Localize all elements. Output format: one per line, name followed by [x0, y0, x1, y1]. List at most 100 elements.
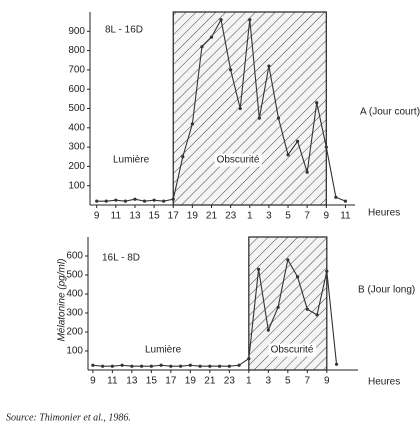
data-point	[295, 139, 300, 143]
y-tick-label: 700	[68, 65, 85, 76]
dark-label: Obscurité	[271, 345, 314, 356]
data-point	[276, 305, 280, 309]
data-point	[149, 364, 153, 368]
x-tick-label: 9	[324, 211, 330, 222]
data-point	[188, 363, 192, 367]
x-tick-label: 11	[107, 376, 118, 387]
data-point	[190, 122, 194, 126]
x-tick-label: 19	[187, 211, 199, 222]
data-point	[142, 199, 147, 203]
y-tick-label: 200	[68, 161, 85, 172]
data-point	[286, 153, 290, 157]
y-tick-label: 100	[68, 180, 85, 191]
data-line	[92, 258, 338, 367]
data-point	[334, 195, 338, 199]
x-tick-label: 5	[285, 376, 291, 387]
x-tick-label: 15	[146, 376, 158, 387]
data-point	[130, 364, 134, 368]
x-tick-label: 21	[204, 376, 216, 387]
source-note: Source: Thimonier et al., 1986.	[6, 412, 131, 423]
y-tick-label: 500	[66, 270, 83, 281]
data-point	[305, 307, 309, 311]
data-point	[101, 364, 105, 368]
period-label: 8L - 16D	[105, 25, 143, 36]
data-point	[248, 18, 252, 22]
data-point	[276, 116, 281, 120]
data-point	[315, 313, 319, 317]
x-axis-label: Heures	[368, 208, 400, 219]
x-tick-label: 1	[246, 376, 252, 387]
dark-label: Obscurité	[217, 155, 260, 166]
data-point	[266, 328, 270, 332]
y-tick-label: 600	[66, 251, 83, 262]
data-point	[219, 18, 223, 22]
data-point	[257, 116, 261, 120]
x-tick-label: 15	[149, 211, 161, 222]
data-point	[305, 170, 309, 174]
panel-label: A (Jour court)	[360, 107, 420, 118]
data-point	[120, 363, 124, 367]
y-tick-label: 100	[66, 346, 83, 357]
y-tick-label: 900	[68, 26, 85, 37]
x-tick-label: 19	[185, 376, 197, 387]
y-tick-label: 600	[68, 84, 85, 95]
light-label: Lumière	[113, 155, 150, 166]
x-tick-label: 13	[129, 211, 141, 222]
label-background	[268, 343, 316, 357]
panel-label: B (Jour long)	[358, 285, 415, 296]
data-point	[267, 64, 271, 68]
x-tick-label: 9	[90, 376, 96, 387]
data-point	[295, 275, 300, 279]
x-tick-label: 3	[266, 376, 272, 387]
data-point	[315, 101, 319, 105]
data-point	[238, 106, 242, 111]
y-tick-label: 800	[68, 45, 85, 56]
data-point	[104, 199, 108, 203]
y-axis-label: Mélatonine (pg/ml)	[57, 259, 68, 342]
data-point	[237, 363, 241, 367]
data-point	[114, 198, 118, 202]
data-point	[200, 45, 204, 49]
x-tick-label: 13	[126, 376, 138, 387]
data-point	[169, 364, 173, 368]
data-point	[91, 363, 95, 367]
data-point	[247, 357, 251, 361]
y-tick-label: 400	[68, 122, 85, 133]
data-point	[286, 258, 290, 262]
data-point	[325, 269, 329, 273]
x-tick-label: 1	[247, 211, 253, 222]
data-point	[133, 197, 137, 201]
data-point	[140, 364, 144, 368]
data-point	[123, 199, 127, 203]
data-point	[171, 197, 175, 201]
data-point	[209, 35, 214, 39]
x-tick-label: 17	[168, 211, 180, 222]
period-label: 16L - 8D	[102, 253, 140, 264]
data-point	[152, 198, 156, 202]
data-point	[95, 199, 99, 203]
data-point	[324, 145, 328, 149]
data-point	[159, 363, 163, 367]
y-tick-label: 200	[66, 327, 83, 338]
y-tick-label: 300	[68, 142, 85, 153]
x-tick-label: 9	[324, 376, 330, 387]
data-point	[110, 364, 114, 368]
data-point	[208, 364, 212, 368]
y-tick-label: 400	[66, 289, 83, 300]
x-tick-label: 3	[266, 211, 272, 222]
x-tick-label: 23	[225, 211, 237, 222]
data-point	[181, 155, 185, 159]
data-point	[227, 364, 231, 368]
data-point	[162, 199, 166, 203]
data-point	[178, 364, 183, 368]
data-point	[343, 199, 348, 203]
data-point	[256, 267, 261, 271]
data-point	[229, 68, 233, 72]
y-tick-label: 300	[66, 308, 83, 319]
x-axis-label: Heures	[368, 377, 400, 388]
data-point	[198, 364, 202, 368]
x-tick-label: 23	[224, 376, 236, 387]
